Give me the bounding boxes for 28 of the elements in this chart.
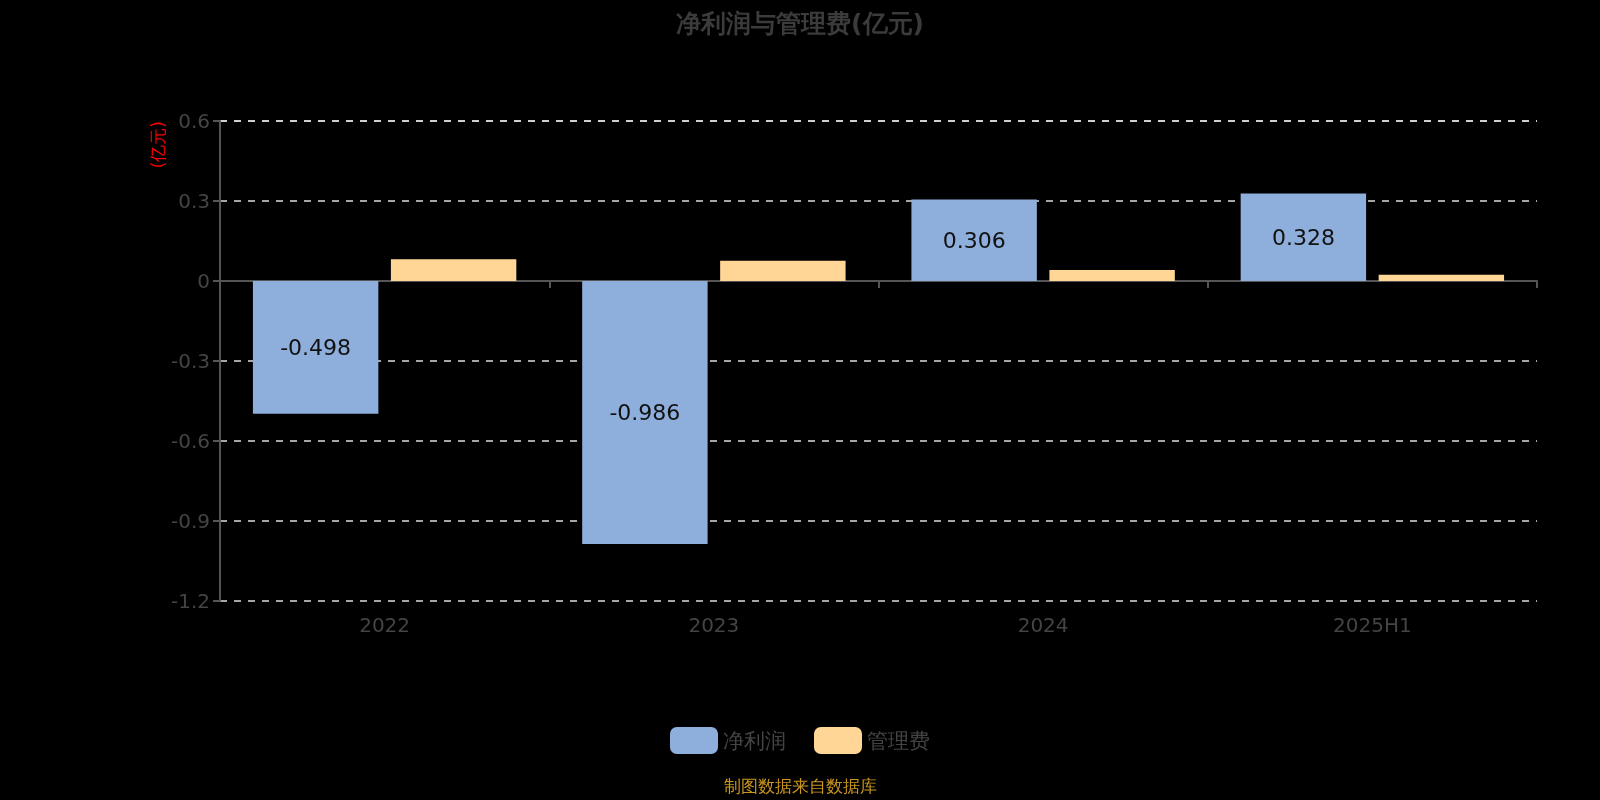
bar <box>252 281 379 414</box>
y-tick-label: 0 <box>197 269 210 293</box>
legend-label: 净利润 <box>723 728 786 753</box>
bar <box>1240 193 1367 281</box>
data-label: -0.986 <box>609 399 681 425</box>
y-tick-label: -1.2 <box>170 589 210 613</box>
x-tick-label: 2025H1 <box>1333 613 1412 637</box>
bar <box>1049 270 1175 281</box>
y-tick-label: 0.6 <box>178 109 210 133</box>
text: 制图数据来自数据库 <box>723 775 877 796</box>
chart-title: 净利润与管理费(亿元) <box>676 9 924 38</box>
legend-label: 管理费 <box>867 728 930 753</box>
y-tick-label: -0.3 <box>170 349 210 373</box>
y-tick-label: -0.6 <box>170 429 210 453</box>
y-axis-title: (亿元) <box>148 121 168 169</box>
y-tick-label: 0.3 <box>178 189 210 213</box>
data-label: -0.498 <box>280 334 352 360</box>
x-tick-label: 2022 <box>359 613 411 637</box>
x-tick-label: 2024 <box>1017 613 1069 637</box>
bar <box>720 260 846 281</box>
bar <box>911 199 1037 281</box>
bar <box>1378 274 1505 281</box>
x-tick-label: 2023 <box>688 613 740 637</box>
y-tick-label: -0.9 <box>170 509 210 533</box>
data-label: 0.328 <box>1271 224 1335 250</box>
data-label: 0.306 <box>942 227 1006 253</box>
bar <box>390 259 517 281</box>
bar <box>582 281 708 544</box>
